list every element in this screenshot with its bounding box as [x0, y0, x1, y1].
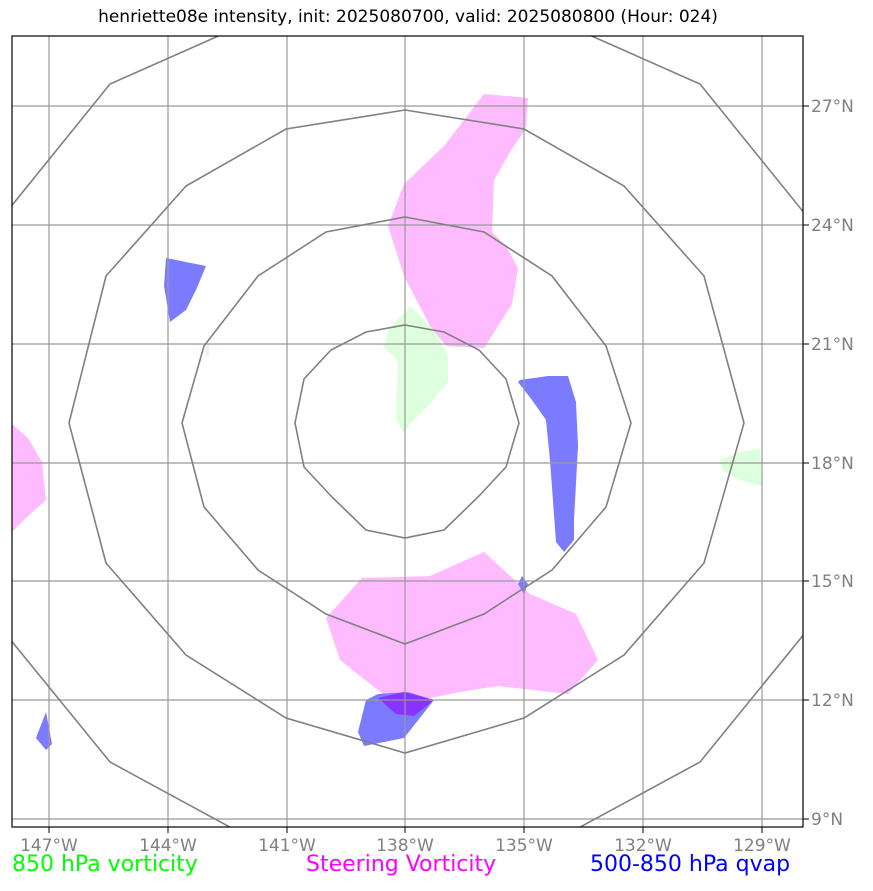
lat-tick-label: 12°N	[811, 691, 854, 711]
lon-tick-label: 132°W	[614, 836, 672, 856]
range-ring-4	[12, 36, 803, 827]
blue-qvap-area-east	[518, 376, 578, 552]
lon-tick-label: 138°W	[376, 836, 434, 856]
green-vorticity-area-speck	[205, 344, 209, 356]
range-rings	[12, 36, 803, 827]
range-ring-3	[68, 109, 745, 754]
tick-marks	[48, 105, 809, 833]
green-vorticity-area-east	[720, 448, 762, 486]
lat-tick-label: 18°N	[811, 454, 854, 474]
range-ring-1	[294, 324, 520, 539]
lon-tick-label: 135°W	[495, 836, 553, 856]
lon-tick-label: 141°W	[258, 836, 316, 856]
lat-tick-label: 27°N	[811, 97, 854, 117]
lat-lon-grid	[12, 36, 803, 827]
green-vorticity-area-central	[384, 306, 448, 433]
lon-tick-label: 147°W	[20, 836, 78, 856]
legend-steering-vorticity: Steering Vorticity	[306, 852, 497, 877]
lat-tick-label: 15°N	[811, 572, 854, 592]
lon-tick-label: 144°W	[139, 836, 197, 856]
blue-qvap-area-overlap	[378, 692, 434, 716]
magenta-steering-area-south	[326, 552, 598, 700]
magenta-steering-area-north	[388, 94, 528, 348]
range-ring-2	[181, 216, 632, 645]
plot-frame	[11, 35, 804, 828]
blue-qvap-area-far-west	[36, 712, 52, 750]
legend-qvap: 500-850 hPa qvap	[590, 852, 791, 877]
magenta-steering-area-west	[12, 424, 46, 532]
blue-qvap-area-west	[164, 258, 206, 322]
legend-850-vorticity: 850 hPa vorticity	[12, 852, 198, 877]
lat-tick-label: 9°N	[811, 810, 843, 830]
lat-tick-label: 21°N	[811, 335, 854, 355]
lat-tick-label: 24°N	[811, 216, 854, 236]
chart-title: henriette08e intensity, init: 2025080700…	[98, 7, 718, 27]
lon-tick-label: 129°W	[733, 836, 791, 856]
